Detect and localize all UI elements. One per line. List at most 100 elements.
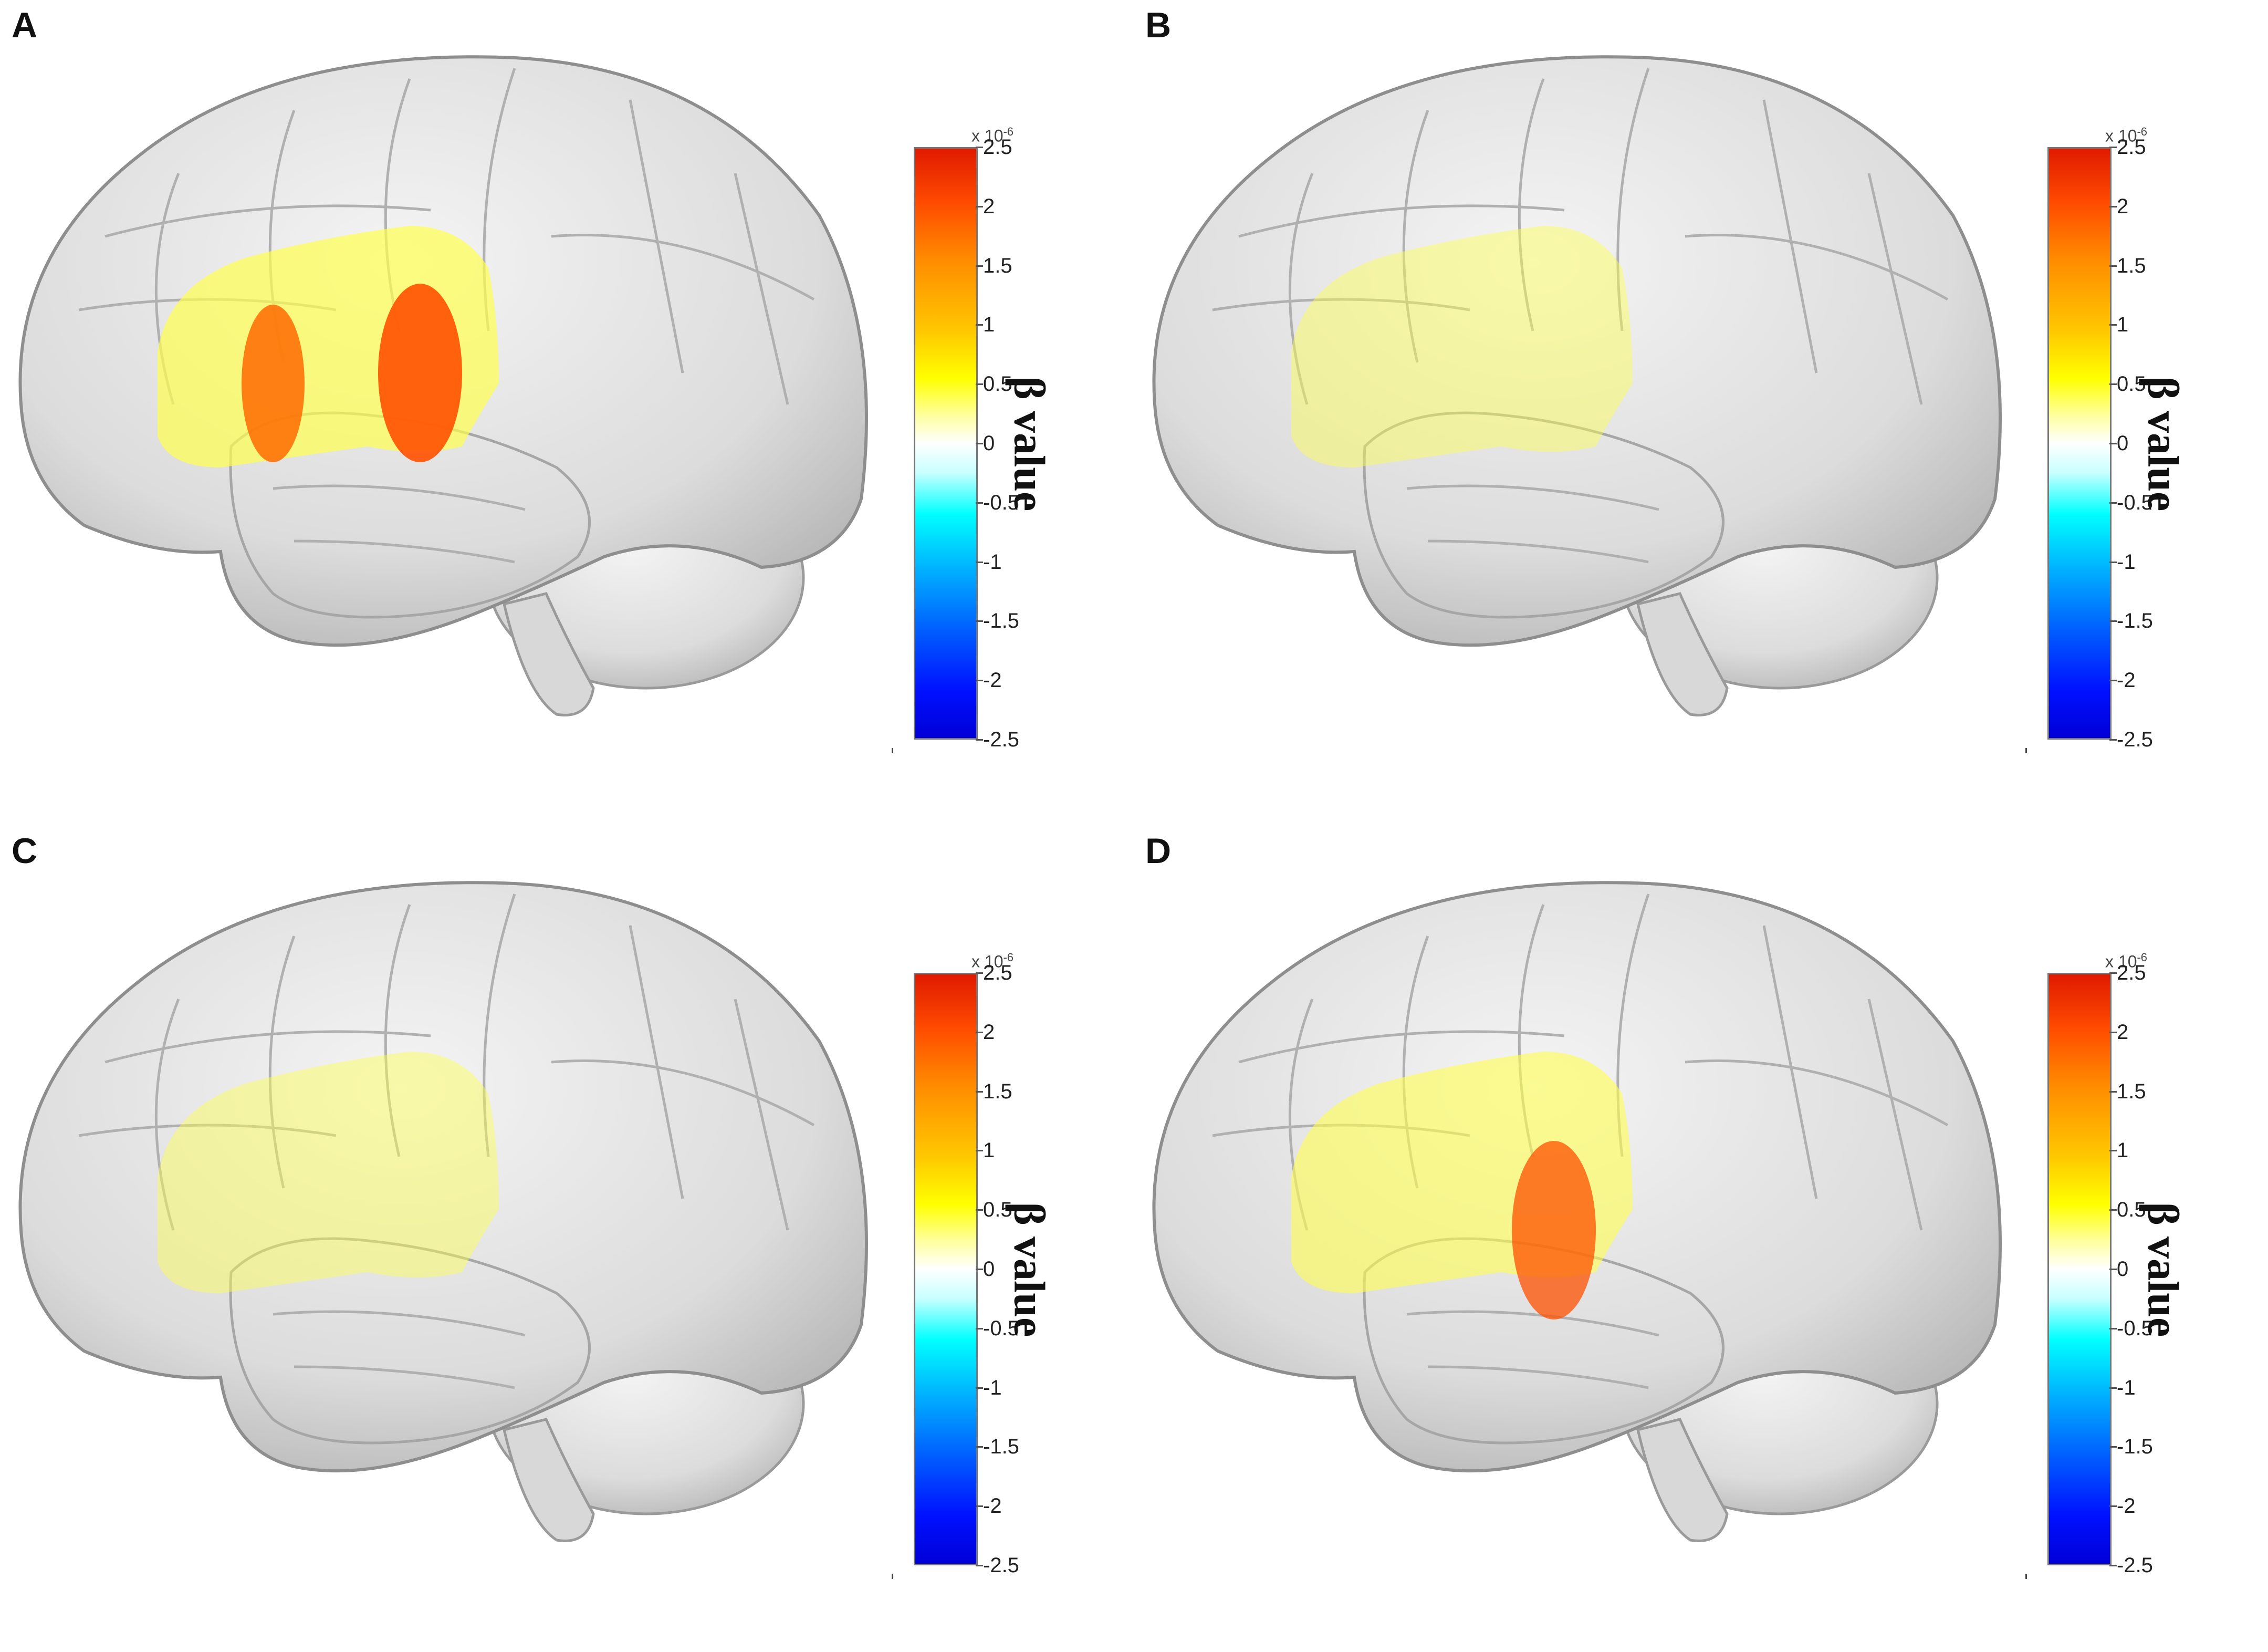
colorbar-tick-label: -1 [983,550,1002,574]
colorbar-tick-mark [2109,972,2117,974]
colorbar-tick-label: 1 [983,1139,995,1162]
brainstem [503,1418,595,1542]
brainstem [1636,1418,1729,1542]
colorbar-tick-mark [2109,1505,2117,1508]
colorbar-tick-label: 2 [2117,1020,2129,1044]
colorbar-tick-label: -2 [2117,1494,2136,1518]
colorbar-tick-label: -1.5 [983,609,1019,633]
colorbar-tick-label: 2 [983,194,995,218]
colorbar-tick-label: 1 [2117,1139,2129,1162]
colorbar-label: β value [2138,376,2188,512]
colorbar-tick-mark [2109,739,2117,741]
colorbar-tick-label: 0.5 [2117,1198,2146,1222]
colorbar-tick-mark [976,205,983,207]
colorbar-tick-label: -1.5 [2117,1435,2153,1459]
temporal-lobe [229,1237,591,1445]
colorbar-exponent: x 10-6 [2105,126,2147,144]
colorbar-tick-mark [976,1565,983,1566]
colorbar-tick-mark [976,680,983,682]
colorbar-tick-label: 1 [983,313,995,337]
brain-rendering [18,881,868,1542]
colorbar-tick-mark [976,620,983,622]
colorbar [2047,973,2112,1565]
colorbar-tick-mark [2109,147,2117,148]
colorbar-tick-label: 2.5 [983,961,1012,984]
colorbar-tick-mark [976,265,983,267]
colorbar-exponent-base: x 10 [971,952,1004,971]
colorbar-tick-mark [2109,1150,2117,1152]
colorbar-tick-label: -2.5 [983,1554,1019,1577]
colorbar-tick-mark [2109,680,2117,682]
colorbar-tick-label: 0.5 [983,372,1012,396]
colorbar-tick-label: -2.5 [983,728,1019,751]
colorbar-tick-label: -2 [983,1494,1002,1518]
colorbar-tick-mark [976,972,983,974]
colorbar-tick-mark [976,1269,983,1270]
colorbar-tick-label: 0 [2117,1258,2129,1281]
panel-label: A [12,5,38,45]
brainstem [503,592,595,716]
colorbar-tick-label: -1.5 [2117,609,2153,633]
activation-region [1291,1052,1633,1319]
colorbar-tick-label: -1 [983,1376,1002,1399]
colorbar-tick-mark [2109,265,2117,267]
panel-label: D [1145,831,1172,871]
activation-region [1291,226,1633,467]
colorbar-tick-label: 2.5 [2117,961,2146,984]
colorbar-tick-mark [976,1031,983,1033]
brainstem [1636,592,1729,716]
colorbar-label: β value [1005,376,1054,512]
colorbar-tick-label: -0.5 [983,1316,1019,1340]
colorbar-tick-mark [2109,1031,2117,1033]
colorbar-tick-label: 1.5 [983,1079,1012,1103]
colorbar-tick-mark [976,1090,983,1093]
colorbar-tick-label: 0 [2117,432,2129,455]
colorbar-tick-mark [976,1446,983,1448]
colorbar-tick-label: -1 [2117,1376,2136,1399]
figure-panel-b: B [1134,0,2268,826]
colorbar [914,973,978,1565]
colorbar-tick-mark [2109,561,2117,563]
colorbar-tick-mark [2109,1565,2117,1566]
colorbar-exponent-base: x 10 [2105,126,2137,146]
brain-rendering [1152,881,2002,1542]
figure-panel-a: A [0,0,1134,826]
colorbar-label: β value [2138,1202,2188,1337]
colorbar-tick-mark [976,502,983,504]
colorbar-tick-mark [976,1209,983,1211]
colorbar-tick-label: 1.5 [2117,254,2146,277]
temporal-lobe [1363,411,1724,619]
colorbar-tick-label: 0 [983,1258,995,1281]
colorbar-tick-label: 1.5 [2117,1079,2146,1103]
colorbar-tick-mark [2109,1090,2117,1093]
colorbar [2047,147,2112,740]
colorbar-tick-label: -2 [2117,669,2136,692]
colorbar-tick-label: -0.5 [2117,491,2153,514]
brain-rendering [18,55,868,716]
colorbar-tick-mark [976,1150,983,1152]
colorbar-tick-label: 2.5 [983,136,1012,159]
colorbar-tick-label: 1 [2117,313,2129,337]
colorbar-tick-label: 2 [983,1020,995,1044]
colorbar-tick-label: -0.5 [983,491,1019,514]
colorbar-tick-label: -0.5 [2117,1316,2153,1340]
colorbar-tick-mark [976,147,983,148]
colorbar-tick-mark [976,1387,983,1389]
colorbar-tick-label: -2 [983,669,1002,692]
colorbar-exponent: x 10-6 [971,952,1013,970]
colorbar-tick-mark [976,1505,983,1508]
colorbar-tick-mark [2109,1209,2117,1211]
colorbar-exponent: x 10-6 [971,126,1013,144]
colorbar-tick-label: 0.5 [2117,372,2146,396]
colorbar-tick-mark [976,324,983,326]
colorbar-tick-mark [976,1327,983,1329]
colorbar-tick-mark [976,739,983,741]
colorbar-exponent-power: -6 [1003,951,1014,964]
colorbar-label: β value [1005,1202,1054,1337]
panel-label: B [1145,5,1172,45]
figure-panel-c: C [0,826,1134,1651]
colorbar-tick-label: -1 [2117,550,2136,574]
colorbar-tick-mark [2109,205,2117,207]
colorbar-tick-label: 1.5 [983,254,1012,277]
colorbar-tick-mark [2109,502,2117,504]
